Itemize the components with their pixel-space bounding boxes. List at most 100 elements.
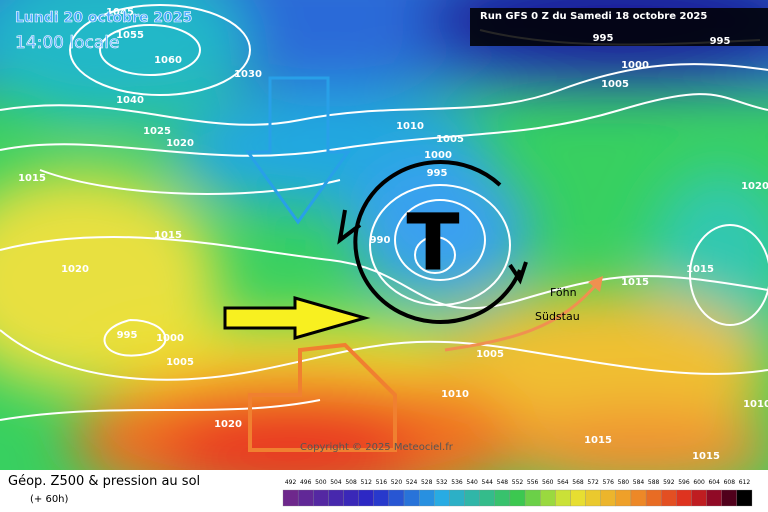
scale-label: 600 [693,479,705,486]
scale-swatch [388,489,405,507]
warm-arrow [248,342,397,452]
foehn-arrow [444,279,602,352]
scale-label: 520 [391,479,403,486]
isobar-label: 1020 [61,264,89,275]
scale-swatch [297,489,314,507]
isobar-label: 1015 [692,451,720,462]
date: Lundi 20 octobre 2025 [15,10,192,26]
scale-swatch [676,489,692,507]
isobar-label: 1010 [396,121,424,132]
scale-label: 572 [587,479,599,486]
isobar-label: 1060 [154,55,182,66]
color-scale: 492 496 500 504 508 512 516 520 524 528 532 536 540 5… [282,479,753,507]
scale-label: 492 [285,479,297,486]
scale-swatch [706,489,722,507]
scale-label: 512 [360,479,372,486]
isobar-label: 995 [427,168,448,179]
scale-swatch [358,489,374,507]
scale-swatch [600,489,616,507]
isobar-label: 1010 [441,389,469,400]
scale-swatch [524,489,541,507]
scale-label: 552 [512,479,524,486]
scale-swatch [313,489,329,507]
scale-label: 508 [345,479,357,486]
scale-swatch [615,489,632,507]
cold-arrow [245,76,351,225]
scale-label: 608 [724,479,736,486]
scale-swatch [585,489,601,507]
scale-label: 612 [739,479,751,486]
scale-label: 500 [315,479,327,486]
scale-swatch [343,489,359,507]
annotation: Südstau [535,310,580,323]
scale-label: 548 [497,479,509,486]
scale-label: 564 [557,479,569,486]
isobar-label: 1015 [584,435,612,446]
isobar-label: 1025 [143,126,171,137]
scale-label: 524 [406,479,418,486]
scale-label: 504 [330,479,342,486]
scale-swatch [419,489,435,507]
isobar-label: 1020 [741,181,768,192]
scale-swatch [540,489,556,507]
isobar-label: 1010 [743,399,768,410]
isobar-label: 1005 [436,134,464,145]
scale-label: 560 [542,479,554,486]
isobar-label: 1015 [686,264,714,275]
isobar-label: 1015 [18,173,46,184]
isobar-label: 1000 [156,333,184,344]
scale-label: 540 [466,479,478,486]
scale-swatch [661,489,677,507]
low-circle [353,160,522,324]
footer-title: Géop. Z500 & pression au sol [8,474,200,489]
isobar-label: 1000 [621,60,649,71]
isobar-label: 1005 [476,349,504,360]
isobar-label: 1005 [601,79,629,90]
scale-swatch [630,489,647,507]
isobar-label: 1055 [116,30,144,41]
isobar-label: 1015 [621,277,649,288]
scale-swatch [479,489,495,507]
foehn-arrow-head [588,276,603,292]
scale-label: 536 [451,479,463,486]
isobar-label: 1000 [424,150,452,161]
scale-swatch [645,489,662,507]
scale-swatch [403,489,420,507]
scale-swatch [736,489,753,507]
low-symbol: T [406,198,459,288]
scale-swatch [691,489,707,507]
flow-arrow [223,296,371,340]
scale-swatch [570,489,586,507]
time: 14:00 locale [15,33,119,53]
scale-swatch [494,489,511,507]
isobar-label: 995 [117,330,138,341]
scale-swatch [555,489,571,507]
annotation: Föhn [550,286,577,299]
scale-label: 544 [482,479,494,486]
low-circle-arrow [337,209,528,285]
scale-label: 604 [708,479,720,486]
isobar-label: 995 [593,33,614,44]
scale-label: 584 [633,479,645,486]
scale-label: 528 [421,479,433,486]
scale-label: 596 [678,479,690,486]
run-info: Run GFS 0 Z du Samedi 18 octobre 2025 [480,11,707,22]
scale-label: 556 [527,479,539,486]
scale-label: 532 [436,479,448,486]
run-banner [470,8,768,46]
isobar-label: 1045 [106,7,134,18]
isobar-label: 1040 [116,95,144,106]
scale-swatch [721,489,738,507]
scale-label: 592 [663,479,675,486]
scale-swatch [373,489,390,507]
isobar-label: 990 [370,235,391,246]
scale-label: 580 [618,479,630,486]
isobar-label: 995 [710,36,731,47]
scale-label: 588 [648,479,660,486]
scale-swatch [328,489,344,507]
scale-swatch [282,489,299,507]
footer-lead: (+ 60h) [30,494,69,505]
scale-label: 568 [572,479,584,486]
